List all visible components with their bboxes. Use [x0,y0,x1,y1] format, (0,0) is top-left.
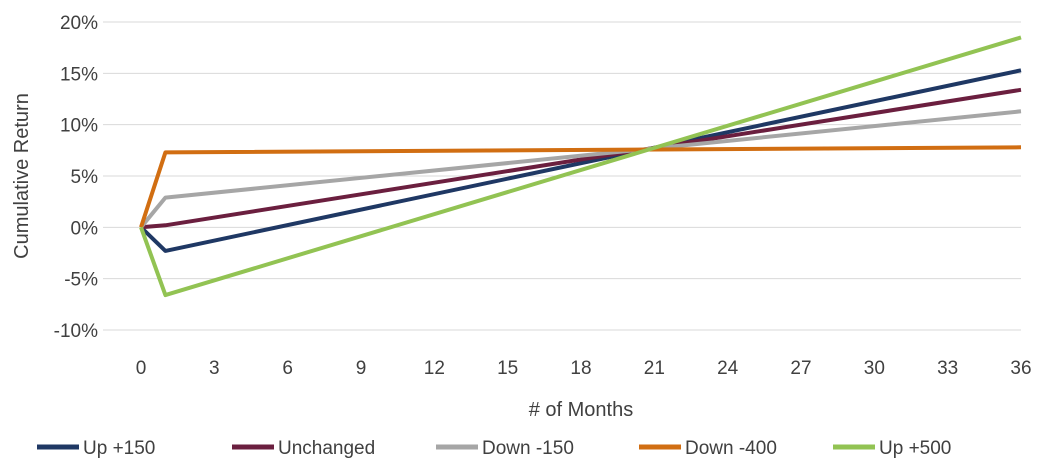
series-line-down-150 [139,109,1022,229]
legend-label-down-400: Down -400 [685,438,777,458]
x-tick-label: 9 [356,358,367,379]
x-tick-label: 36 [1010,358,1031,379]
legend: Up +150 Unchanged Down -150 Down -400 Up +50… [37,438,951,458]
y-axis-tick-labels: -10% -5% 0% 5% 10% 15% 20% [54,13,98,342]
series-line-unchanged [140,87,1022,230]
x-tick-label: 12 [424,358,445,379]
grid-lines [103,21,1021,331]
y-tick-label: 10% [60,116,98,137]
x-tick-label: 24 [717,358,739,379]
series-lines [139,35,1022,298]
x-axis-title: # of Months [529,399,634,421]
series-line-up-500 [139,35,1022,298]
legend-label-up-150: Up +150 [83,438,155,458]
x-tick-label: 33 [937,358,958,379]
series-line-up-150 [139,68,1022,253]
series-line-down-400 [139,145,1022,228]
x-tick-label: 0 [136,358,147,379]
y-axis-title: Cumulative Return [11,93,33,259]
legend-label-unchanged: Unchanged [278,438,375,458]
y-tick-label: -5% [64,270,98,291]
y-tick-label: -10% [54,321,98,342]
y-tick-label: 5% [71,167,99,188]
legend-label-up-500: Up +500 [879,438,951,458]
x-tick-label: 18 [570,358,591,379]
y-tick-label: 15% [60,64,98,85]
x-tick-label: 6 [282,358,293,379]
x-tick-label: 21 [644,358,665,379]
x-tick-label: 3 [209,358,220,379]
x-axis-tick-labels: 0 3 6 9 12 15 18 21 24 27 30 33 36 [136,358,1032,379]
x-tick-label: 15 [497,358,518,379]
y-tick-label: 0% [71,218,99,239]
y-tick-label: 20% [60,13,98,34]
x-tick-label: 30 [864,358,885,379]
x-tick-label: 27 [790,358,811,379]
legend-label-down-150: Down -150 [482,438,574,458]
